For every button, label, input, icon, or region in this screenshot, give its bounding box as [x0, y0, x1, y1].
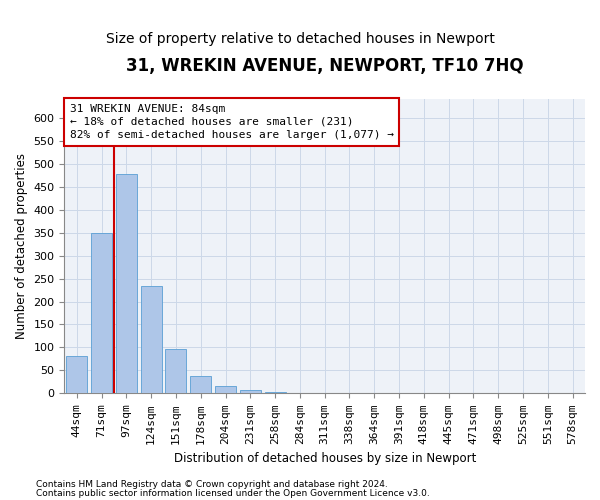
Bar — [140, 286, 162, 394]
Text: Contains HM Land Registry data © Crown copyright and database right 2024.: Contains HM Land Registry data © Crown c… — [36, 480, 388, 489]
Title: 31, WREKIN AVENUE, NEWPORT, TF10 7HQ: 31, WREKIN AVENUE, NEWPORT, TF10 7HQ — [126, 58, 524, 76]
Text: Contains public sector information licensed under the Open Government Licence v3: Contains public sector information licen… — [36, 488, 430, 498]
Bar — [265, 392, 286, 394]
Text: 31 WREKIN AVENUE: 84sqm
← 18% of detached houses are smaller (231)
82% of semi-d: 31 WREKIN AVENUE: 84sqm ← 18% of detache… — [70, 104, 394, 140]
Text: Size of property relative to detached houses in Newport: Size of property relative to detached ho… — [106, 32, 494, 46]
Bar — [166, 349, 187, 394]
Bar — [215, 386, 236, 394]
Y-axis label: Number of detached properties: Number of detached properties — [15, 154, 28, 340]
Bar — [240, 390, 261, 394]
Bar — [289, 392, 310, 394]
Bar — [66, 356, 88, 394]
Bar — [190, 376, 211, 394]
Bar — [364, 392, 385, 394]
Bar — [116, 174, 137, 394]
X-axis label: Distribution of detached houses by size in Newport: Distribution of detached houses by size … — [173, 452, 476, 465]
Bar — [91, 234, 112, 394]
